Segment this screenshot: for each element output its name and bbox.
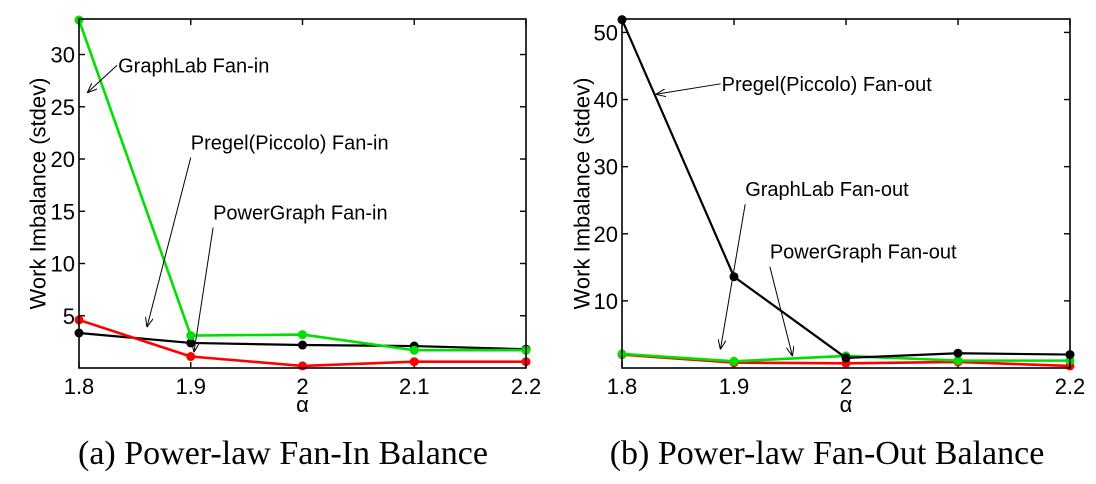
y-tick-label: 10 xyxy=(594,289,618,314)
graphlab-fan-out-point xyxy=(953,356,963,366)
y-tick-label: 15 xyxy=(51,199,75,224)
y-axis-label: Work Imbalance (stdev) xyxy=(570,78,595,310)
annotation-label: PowerGraph Fan-in xyxy=(213,203,388,225)
fan-out-balance-chart: 1.8 1.9 2 2.1 2.2 10 20 30 40 50 Pregel(Piccolo) F… xyxy=(570,15,1086,472)
y-tick-label: 25 xyxy=(51,95,75,120)
y-tick-label: 30 xyxy=(594,155,618,180)
y-tick-label: 40 xyxy=(594,88,618,113)
pregel-piccolo-fan-out-point xyxy=(729,272,739,282)
chart-caption: (a) Power-law Fan-In Balance xyxy=(78,435,488,472)
x-tick-label: 1.8 xyxy=(64,374,95,399)
plot-frame xyxy=(78,18,527,369)
y-axis-label: Work Imbalance (stdev) xyxy=(26,78,51,310)
plot-frame xyxy=(621,18,1071,369)
y-tick-label: 5 xyxy=(63,304,75,329)
chart-caption: (b) Power-law Fan-Out Balance xyxy=(610,435,1045,472)
x-tick-label: 2 xyxy=(840,374,852,399)
annotation-arrow xyxy=(88,64,118,92)
annotation-arrow xyxy=(147,157,192,327)
x-tick-label: 2.1 xyxy=(943,374,974,399)
powergraph-fan-in-point xyxy=(186,352,196,362)
y-tick-label: 20 xyxy=(594,222,618,247)
graphlab-fan-out-point xyxy=(729,356,739,366)
y-tick-label: 50 xyxy=(594,20,618,45)
annotation-arrow xyxy=(194,227,214,352)
graphlab-fan-in-point xyxy=(186,331,196,341)
annotation-label: PowerGraph Fan-out xyxy=(770,242,957,264)
x-axis-label: α xyxy=(296,392,309,417)
graphlab-fan-in-point xyxy=(409,345,419,355)
fan-in-balance-chart: 1.8 1.9 2 2.1 2.2 5 10 15 20 25 30 GraphLab Fan-in P… xyxy=(26,15,542,472)
pregel-piccolo-fan-out-point xyxy=(841,353,851,363)
powergraph-fan-in-point xyxy=(409,357,419,367)
x-tick-label: 1.8 xyxy=(607,374,638,399)
annotation-label: Pregel(Piccolo) Fan-out xyxy=(722,74,933,96)
x-tick-label: 2 xyxy=(296,374,308,399)
annotation-arrow xyxy=(657,83,721,94)
x-tick-label: 2.1 xyxy=(399,374,430,399)
x-tick-label: 1.9 xyxy=(175,374,206,399)
annotation-label: Pregel(Piccolo) Fan-in xyxy=(191,133,389,155)
chart-marks: 1.8 1.9 2 2.1 2.2 5 10 15 20 25 30 GraphLab Fan-in P… xyxy=(51,15,542,399)
powergraph-fan-in-point xyxy=(298,361,307,371)
x-tick-label: 2.2 xyxy=(511,374,542,399)
x-tick-label: 2.2 xyxy=(1055,374,1086,399)
chart-marks: 1.8 1.9 2 2.1 2.2 10 20 30 40 50 Pregel(Piccolo) F… xyxy=(594,15,1086,399)
annotation-label: GraphLab Fan-in xyxy=(118,55,269,77)
y-tick-label: 10 xyxy=(51,252,75,277)
graphlab-fan-in-point xyxy=(298,330,307,340)
pregel-piccolo-fan-out-point xyxy=(953,348,963,358)
annotation-arrow xyxy=(721,204,746,348)
x-axis-label: α xyxy=(840,392,853,417)
x-tick-label: 1.9 xyxy=(719,374,750,399)
y-tick-label: 30 xyxy=(51,43,75,68)
annotation-label: GraphLab Fan-out xyxy=(745,179,909,201)
y-tick-label: 20 xyxy=(51,147,75,172)
annotation-arrow xyxy=(769,266,792,356)
pregel-piccolo-fan-in-point xyxy=(298,340,307,350)
